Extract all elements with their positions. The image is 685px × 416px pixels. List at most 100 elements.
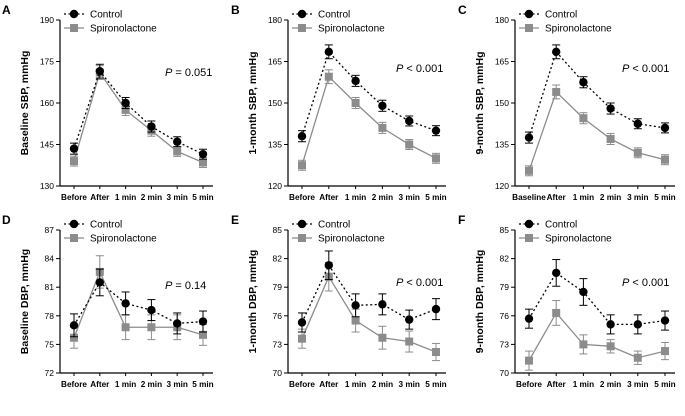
y-tick-label: 70 bbox=[500, 368, 510, 378]
series-line-control bbox=[73, 281, 204, 326]
point-control bbox=[147, 122, 156, 131]
x-tick-label: 3 min bbox=[399, 380, 420, 389]
series-line-spironolactone bbox=[73, 71, 204, 164]
x-tick-label: Before bbox=[289, 380, 315, 389]
legend-label-control: Control bbox=[318, 220, 350, 231]
point-control bbox=[378, 101, 387, 110]
legend: Control Spironolactone bbox=[292, 220, 385, 245]
point-control bbox=[633, 320, 642, 329]
point-spironolactone bbox=[378, 333, 387, 342]
legend-marker-control bbox=[69, 219, 79, 229]
point-control bbox=[198, 317, 208, 326]
point-control bbox=[173, 319, 182, 328]
legend-marker-spironolactone bbox=[525, 234, 533, 242]
panel-a: A 130 145 160 175 190 Before After 1 min 2 min 3 m… bbox=[2, 3, 214, 202]
x-tick-label: 3 min bbox=[399, 193, 420, 202]
point-spironolactone bbox=[298, 161, 306, 170]
x-tick-label: 5 min bbox=[425, 193, 446, 202]
legend: Control Spironolactone bbox=[64, 10, 157, 35]
point-spironolactone bbox=[199, 330, 207, 339]
legend-label-spironolactone: Spironolactone bbox=[90, 234, 157, 245]
panel-letter: F bbox=[458, 213, 465, 227]
p-value-text: < 0.001 bbox=[403, 63, 443, 75]
y-tick-label: 85 bbox=[273, 225, 283, 235]
series-line-spironolactone bbox=[301, 75, 437, 166]
y-tick-label: 160 bbox=[40, 98, 54, 108]
x-tick-label: After bbox=[547, 380, 567, 389]
y-tick-label: 73 bbox=[500, 339, 510, 349]
point-control bbox=[633, 119, 642, 128]
x-tick-label: After bbox=[319, 380, 339, 389]
p-value-text: = 0.14 bbox=[172, 280, 206, 292]
y-tick-label: 85 bbox=[500, 225, 510, 235]
y-tick-label: 82 bbox=[500, 254, 510, 264]
x-tick-label: 3 min bbox=[627, 380, 648, 389]
p-value-annotation: P = 0.051 bbox=[165, 67, 212, 79]
point-spironolactone bbox=[552, 308, 561, 317]
series-line-spironolactone bbox=[528, 90, 666, 171]
panel-letter: B bbox=[231, 3, 240, 17]
point-control bbox=[431, 126, 441, 135]
legend-marker-spironolactone bbox=[298, 234, 306, 242]
panel-d: D 72 75 78 81 84 87 Before After 1 min 2 min 3 min 5… bbox=[2, 213, 214, 389]
y-tick-label: 135 bbox=[268, 140, 282, 150]
point-control bbox=[121, 299, 130, 308]
legend: Control Spironolactone bbox=[519, 10, 612, 35]
panel-f: F 70 73 76 79 82 85 Before After 1 min 2 min 3 min 5… bbox=[458, 213, 676, 389]
x-tick-label: Before bbox=[61, 193, 87, 202]
y-tick-label: 120 bbox=[268, 181, 282, 191]
y-tick-label: 135 bbox=[495, 140, 509, 150]
y-tick-label: 78 bbox=[45, 311, 55, 321]
p-value-annotation: P = 0.14 bbox=[165, 280, 206, 292]
point-spironolactone bbox=[199, 158, 207, 167]
x-tick-label: 2 min bbox=[600, 380, 621, 389]
point-spironolactone bbox=[405, 140, 414, 149]
point-spironolactone bbox=[525, 166, 533, 175]
y-tick-label: 165 bbox=[495, 57, 509, 67]
p-value-symbol: P bbox=[622, 277, 630, 289]
legend: Control Spironolactone bbox=[292, 10, 385, 35]
series-line-spironolactone bbox=[301, 275, 437, 353]
y-tick-label: 165 bbox=[268, 57, 282, 67]
legend-marker-control bbox=[297, 9, 307, 19]
point-control bbox=[173, 137, 182, 146]
series-line-control bbox=[301, 50, 437, 137]
point-spironolactone bbox=[579, 114, 588, 123]
point-spironolactone bbox=[351, 99, 360, 107]
point-control bbox=[69, 144, 79, 153]
y-tick-label: 70 bbox=[273, 368, 283, 378]
legend-label-spironolactone: Spironolactone bbox=[318, 234, 385, 245]
point-control bbox=[405, 116, 414, 126]
y-axis-label: Baseline DBP, mmHg bbox=[19, 249, 31, 354]
series-line-control bbox=[73, 69, 204, 155]
legend-marker-spironolactone bbox=[298, 24, 306, 32]
panel-letter: A bbox=[2, 3, 11, 17]
point-control bbox=[606, 320, 615, 329]
p-value-annotation: P < 0.001 bbox=[622, 277, 669, 289]
y-axis-label: Baseline SBP, mmHg bbox=[19, 51, 31, 156]
series-line-spironolactone bbox=[528, 311, 666, 361]
point-control bbox=[579, 78, 588, 87]
y-tick-label: 130 bbox=[40, 181, 54, 191]
point-control bbox=[297, 318, 307, 327]
point-spironolactone bbox=[432, 154, 440, 163]
p-value-symbol: P bbox=[396, 277, 404, 289]
y-tick-label: 87 bbox=[45, 225, 55, 235]
point-spironolactone bbox=[378, 123, 387, 132]
point-spironolactone bbox=[147, 323, 156, 332]
point-spironolactone bbox=[432, 348, 440, 357]
p-value-symbol: P bbox=[165, 280, 173, 292]
x-tick-label: 2 min bbox=[372, 193, 393, 202]
p-value-annotation: P < 0.001 bbox=[396, 63, 443, 75]
legend-marker-spironolactone bbox=[70, 24, 78, 32]
p-value-symbol: P bbox=[165, 67, 173, 79]
x-tick-label: 5 min bbox=[425, 380, 446, 389]
y-tick-label: 75 bbox=[45, 339, 55, 349]
point-spironolactone bbox=[70, 333, 78, 342]
legend-marker-spironolactone bbox=[525, 24, 533, 32]
point-spironolactone bbox=[579, 340, 588, 349]
legend-marker-spironolactone bbox=[70, 234, 78, 242]
panel-letter: D bbox=[2, 213, 11, 227]
y-tick-label: 82 bbox=[273, 254, 283, 264]
